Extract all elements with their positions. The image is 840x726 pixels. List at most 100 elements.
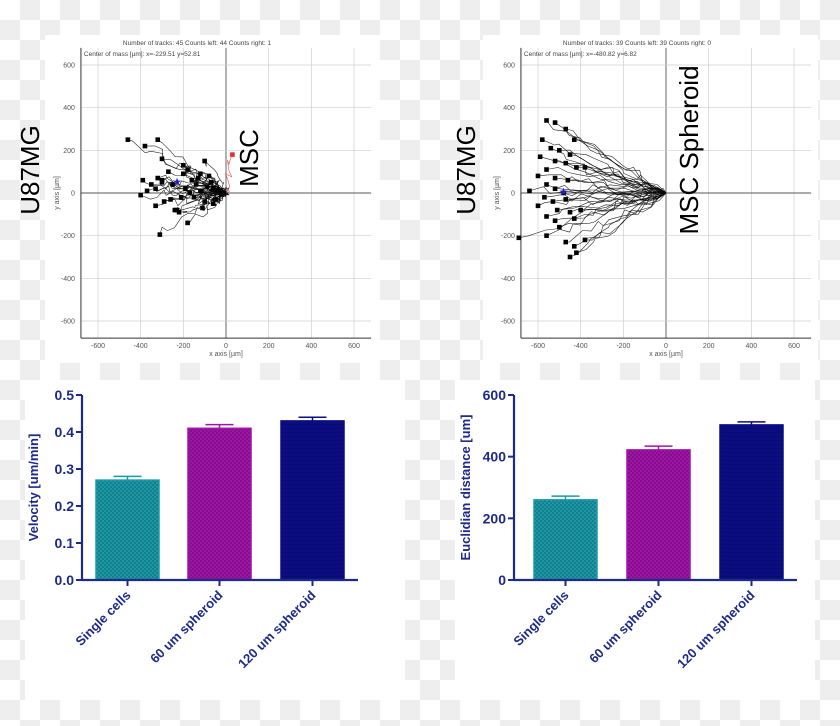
center-of-mass-star-icon: ★	[172, 177, 182, 189]
track-endpoint-marker	[149, 182, 154, 187]
y-tick-label: 200	[63, 148, 75, 155]
center-of-mass-header: Center of mass [µm]: x=-229.51 y=52.81	[84, 51, 201, 58]
x-tick-label: 600	[788, 343, 800, 350]
track-endpoint-marker	[142, 143, 148, 149]
cell-track	[584, 192, 667, 241]
y-tick-label: 0	[71, 191, 75, 198]
center-of-mass-header: Center of mass [µm]: x=-480.82 y=6.82	[524, 51, 637, 58]
x-tick-label: -200	[176, 343, 190, 350]
y-axis-label: Velocity [um/min]	[26, 434, 41, 542]
y-tick-label: 0	[511, 191, 515, 198]
track-endpoint-marker	[552, 186, 558, 192]
cell-track	[554, 184, 667, 196]
cell-track	[224, 154, 233, 194]
track-endpoint-marker	[202, 158, 207, 164]
y-tick-label: -400	[501, 276, 515, 283]
y-tick-label: 0.5	[55, 387, 75, 403]
cell-track	[542, 139, 667, 194]
bar-chart-2: Single cells 60 um spheroid 120 um spheroi…	[455, 380, 815, 700]
y-tick-label: 0.0	[55, 572, 75, 588]
cell-track	[181, 189, 227, 200]
cell-track	[544, 189, 667, 200]
track-endpoint-marker	[544, 214, 549, 219]
x-tick-label: 200	[263, 343, 275, 350]
cell-track	[546, 192, 667, 236]
track-endpoint-marker	[230, 152, 235, 157]
cell-line-label: U87MG	[451, 125, 481, 215]
x-axis-label: x axis [µm]	[209, 351, 243, 358]
track-endpoint-marker	[166, 169, 171, 174]
track-endpoint-marker	[539, 137, 545, 142]
cell-track	[198, 177, 227, 195]
track-endpoint-marker	[537, 154, 543, 160]
track-endpoint-marker	[535, 173, 541, 179]
track-endpoint-marker	[178, 194, 184, 200]
condition-label: MSC Spheroid	[674, 65, 704, 234]
track-endpoint-marker	[202, 199, 207, 204]
track-endpoint-marker	[565, 177, 571, 183]
x-tick-label: 0	[224, 343, 228, 350]
y-tick-label: -600	[61, 319, 75, 326]
track-endpoint-marker	[170, 182, 175, 187]
track-endpoint-marker	[567, 254, 573, 260]
x-axis-label: x axis [µm]	[649, 351, 683, 358]
cell-track	[546, 167, 667, 194]
track-endpoint-marker	[552, 158, 558, 164]
bar-chart-1: Single cells 60 um spheroid 120 um spheroi…	[25, 380, 405, 700]
track-count-header: Number of tracks: 45 Counts left: 44 Cou…	[123, 40, 272, 47]
y-tick-label: 600	[483, 387, 507, 403]
cell-track	[183, 165, 227, 196]
track-endpoint-marker	[198, 188, 203, 194]
cell-track	[567, 179, 667, 194]
track-endpoint-marker	[155, 137, 161, 142]
track-endpoint-marker	[574, 165, 579, 170]
cell-track	[565, 162, 667, 194]
track-plot-1: -600 -400 -200 0 200 400 600 600 400 200 0 -200 -400…	[45, 35, 380, 363]
track-endpoint-marker	[552, 218, 558, 224]
cell-track	[537, 192, 667, 207]
cell-track	[546, 192, 667, 217]
cell-track	[565, 192, 667, 243]
track-endpoint-marker	[168, 197, 173, 202]
cell-track	[159, 192, 227, 235]
track-endpoint-marker	[561, 190, 566, 196]
track-endpoint-marker	[544, 182, 549, 187]
cell-track	[574, 139, 667, 194]
track-endpoint-marker	[159, 180, 165, 185]
cell-track	[189, 189, 227, 198]
cell-track	[211, 192, 230, 206]
y-tick-label: 0.1	[55, 535, 75, 551]
track-endpoint-marker	[155, 175, 161, 181]
track-count-header: Number of tracks: 39 Counts left: 39 Cou…	[563, 40, 712, 47]
track-plot-2: -600 -400 -200 0 200 400 600 600 400 200 0 -200 -400…	[483, 35, 818, 363]
track-endpoint-marker	[174, 207, 180, 213]
track-endpoint-marker	[554, 207, 560, 213]
track-endpoint-marker	[208, 180, 214, 185]
bar	[626, 449, 691, 581]
y-tick-label: 400	[503, 105, 515, 112]
condition-label: MSC	[234, 129, 264, 187]
y-tick-label: 600	[63, 63, 75, 70]
x-tick-label: 400	[305, 343, 317, 350]
track-endpoint-marker	[574, 250, 579, 256]
y-tick-label: 200	[503, 148, 515, 155]
bar	[95, 479, 160, 581]
y-tick-label: -200	[61, 233, 75, 240]
cell-track	[565, 191, 667, 202]
track-endpoint-marker	[548, 145, 554, 151]
track-endpoint-marker	[189, 177, 195, 183]
track-endpoint-marker	[563, 239, 569, 245]
x-tick-label: -400	[574, 343, 588, 350]
track-endpoint-marker	[544, 118, 549, 123]
x-tick-label: 0	[664, 343, 668, 350]
x-tick-label: -400	[134, 343, 148, 350]
bar	[187, 427, 252, 581]
y-tick-label: 0.2	[55, 498, 75, 514]
track-endpoint-marker	[516, 235, 522, 241]
cell-track	[185, 186, 227, 196]
track-endpoint-marker	[582, 165, 588, 170]
y-tick-label: 400	[483, 449, 507, 465]
track-endpoint-marker	[193, 182, 199, 187]
cell-track	[569, 192, 667, 258]
